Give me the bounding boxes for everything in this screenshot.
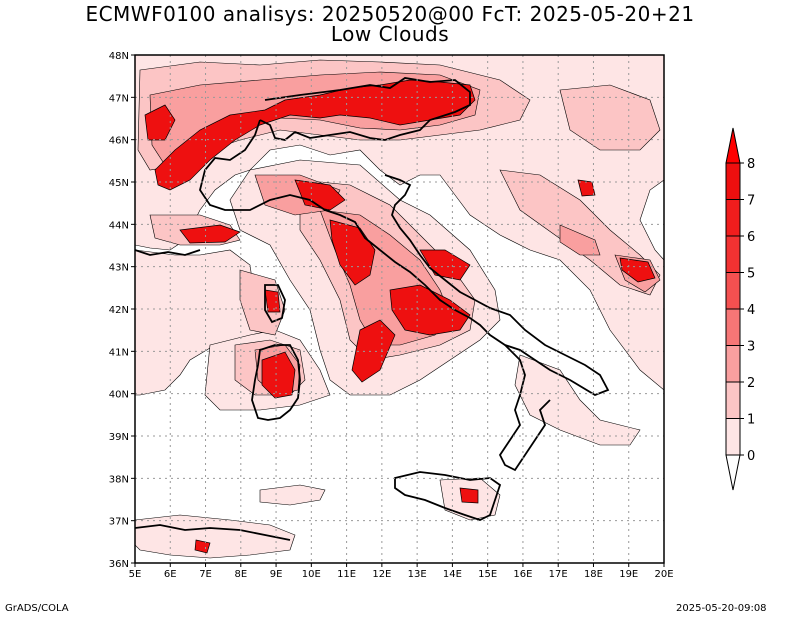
lon-tick-label: 11E: [337, 569, 356, 580]
cloud-region-pale: [514, 354, 641, 446]
lon-tick-label: 18E: [584, 569, 603, 580]
cloud-field: [135, 55, 664, 559]
colorbar-segment: [725, 418, 741, 456]
colorbar-arrow-low: [725, 454, 741, 491]
colorbar-label: 6: [747, 230, 755, 245]
lon-tick-label: 7E: [199, 569, 212, 580]
lat-tick-label: 40N: [109, 390, 129, 401]
cloud-core-dense: [577, 179, 596, 197]
lon-tick-label: 12E: [372, 569, 391, 580]
colorbar-segment: [725, 345, 741, 383]
cloud-region-pale: [135, 514, 296, 559]
colorbar-label: 8: [747, 157, 755, 172]
colorbar-label: 0: [747, 449, 755, 464]
colorbar: 0 1 2 3 4 5 6 7 8: [725, 127, 755, 491]
colorbar-label: 3: [747, 340, 755, 355]
lat-tick-label: 44N: [109, 220, 129, 231]
lon-tick-label: 6E: [164, 569, 177, 580]
colorbar-label: 4: [747, 303, 755, 318]
cloud-core-dense: [351, 319, 396, 383]
map-grid: [135, 55, 664, 563]
cloud-region-pale: [135, 55, 664, 391]
colorbar-segment: [725, 381, 741, 419]
lat-tick-label: 45N: [109, 178, 129, 189]
lon-tick-label: 15E: [478, 569, 497, 580]
cloud-core-dense: [459, 487, 479, 504]
lat-tick-label: 46N: [109, 136, 129, 147]
cloud-region-medium: [559, 224, 601, 256]
lon-tick-label: 9E: [270, 569, 283, 580]
lat-tick-label: 42N: [109, 305, 129, 316]
map-title: ECMWF0100 analisys: 20250520@00 FcT: 202…: [85, 2, 695, 26]
lat-tick-label: 47N: [109, 93, 129, 104]
cloud-core-dense: [154, 79, 476, 191]
cloud-region-light: [239, 269, 286, 336]
cloud-core-dense: [144, 104, 176, 141]
cloud-region-pale: [259, 484, 326, 506]
colorbar-segment: [725, 272, 741, 310]
lat-tick-label: 41N: [109, 347, 129, 358]
colorbar-segment: [725, 308, 741, 346]
lon-tick-label: 5E: [129, 569, 142, 580]
lat-tick-label: 39N: [109, 432, 129, 443]
footer-software: GrADS/COLA: [5, 603, 69, 614]
lon-tick-label: 10E: [302, 569, 321, 580]
coastlines: [134, 77, 610, 541]
lon-tick-label: 17E: [549, 569, 568, 580]
lat-tick-label: 37N: [109, 517, 129, 528]
lon-tick-label: 20E: [654, 569, 673, 580]
lat-tick-label: 36N: [109, 559, 129, 570]
cloud-core-dense: [261, 351, 296, 399]
colorbar-segment: [725, 199, 741, 237]
lat-axis: 36N 37N 38N 39N 40N 41N 42N 43N 44N 45N 46N 47N 48N: [109, 51, 135, 570]
lon-tick-label: 19E: [619, 569, 638, 580]
cloud-core-dense: [619, 257, 656, 283]
lon-axis: 5E 6E 7E 8E 9E 10E 11E 12E 13E 14E 15E 16E 17E 18E 19E…: [129, 563, 674, 580]
lon-tick-label: 14E: [443, 569, 462, 580]
map-subtitle: Low Clouds: [330, 22, 450, 46]
cloud-region-light: [559, 84, 661, 151]
colorbar-segment: [725, 235, 741, 273]
lon-tick-label: 13E: [408, 569, 427, 580]
lat-tick-label: 43N: [109, 263, 129, 274]
lon-tick-label: 16E: [513, 569, 532, 580]
lat-tick-label: 48N: [109, 51, 129, 62]
colorbar-label: 2: [747, 376, 755, 391]
colorbar-segment: [725, 162, 741, 200]
lat-tick-label: 38N: [109, 474, 129, 485]
footer-timestamp: 2025-05-20-09:08: [676, 603, 767, 614]
colorbar-label: 5: [747, 267, 755, 282]
colorbar-label: 7: [747, 194, 755, 209]
cloud-core-dense: [179, 224, 241, 244]
colorbar-arrow-high: [725, 127, 741, 164]
colorbar-label: 1: [747, 413, 755, 428]
cloud-core-dense: [294, 179, 346, 211]
lon-tick-label: 8E: [234, 569, 247, 580]
